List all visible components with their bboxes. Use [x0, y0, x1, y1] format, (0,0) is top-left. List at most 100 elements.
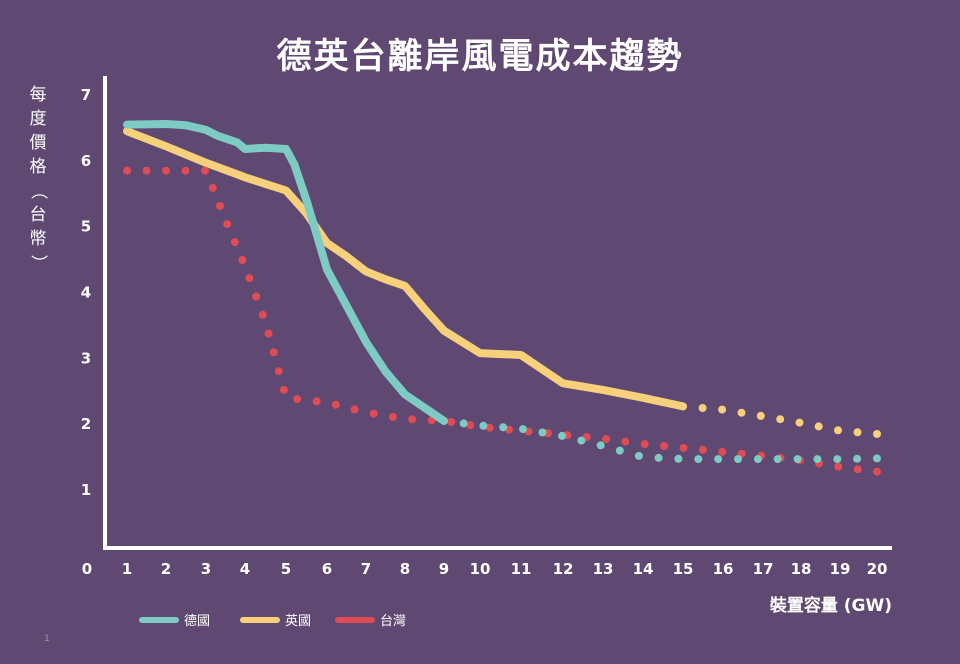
projection-dot-taiwan — [369, 409, 378, 418]
x-tick-label: 6 — [322, 560, 332, 578]
projection-dot-taiwan — [331, 400, 340, 409]
projection-dot-germany — [714, 455, 723, 464]
projection-dot-germany — [519, 425, 527, 434]
chart-title: 德英台離岸風電成本趨勢 — [276, 37, 683, 77]
x-tick-label: 9 — [439, 560, 449, 578]
x-axis-label: 裝置容量 (GW) — [769, 595, 892, 616]
projection-dot-germany — [499, 423, 508, 432]
legend-label-germany: 德國 — [184, 614, 210, 629]
y-tick-label: 1 — [81, 481, 91, 499]
x-tick-label: 8 — [400, 560, 410, 578]
projection-dot-taiwan — [274, 367, 283, 376]
legend-label-uk: 英國 — [285, 614, 311, 629]
projection-dot-taiwan — [679, 443, 688, 452]
x-tick-label: 11 — [511, 560, 532, 578]
x-tick-label: 16 — [713, 560, 734, 578]
series-germany — [123, 120, 881, 464]
projection-dot-taiwan — [162, 166, 170, 175]
projection-dot-germany — [734, 455, 742, 464]
y-tick-label: 6 — [81, 152, 91, 170]
x-tick-label: 20 — [867, 560, 888, 578]
x-tick-labels: 0 1 2 3 4 5 6 7 8 9 10 11 12 13 14 15 16 17 18 19 20 — [82, 560, 888, 578]
projection-dot-taiwan — [181, 166, 190, 175]
projection-dot-taiwan — [201, 166, 209, 175]
projection-dot-taiwan — [853, 465, 862, 474]
projection-dot-taiwan — [230, 238, 239, 247]
y-tick-label: 4 — [81, 284, 91, 302]
projection-dot-taiwan — [312, 397, 321, 406]
y-title-char: 度 — [30, 109, 47, 129]
projection-dot-uk — [737, 408, 746, 417]
x-tick-label: 3 — [201, 560, 211, 578]
projection-dot-uk — [873, 430, 881, 438]
legend: 德國 英國 台灣 — [139, 614, 406, 629]
projection-dot-taiwan — [718, 447, 727, 456]
projection-dot-germany — [538, 428, 547, 437]
projection-dot-germany — [558, 431, 567, 440]
projection-dot-taiwan — [485, 423, 494, 432]
y-tick-label: 2 — [81, 415, 91, 433]
projection-dot-taiwan — [293, 395, 302, 404]
series-layer — [123, 120, 881, 476]
projection-dot-taiwan — [834, 462, 843, 471]
projection-dot-taiwan — [245, 274, 254, 283]
y-title-char: 價 — [30, 133, 47, 153]
x-tick-label: 0 — [82, 560, 92, 578]
projection-dot-uk — [698, 404, 707, 412]
projection-dot-taiwan — [602, 435, 611, 444]
projection-dot-germany — [694, 455, 703, 464]
y-title-char: 每 — [30, 85, 47, 105]
projection-dot-uk — [756, 411, 765, 420]
projection-dot-taiwan — [388, 412, 397, 421]
projection-dot-uk — [718, 405, 727, 414]
page-number: 1 — [44, 634, 50, 644]
y-tick-labels: 1 2 3 4 5 6 7 — [81, 86, 91, 499]
projection-dot-germany — [459, 419, 468, 428]
y-tick-label: 7 — [81, 86, 91, 104]
series-taiwan — [123, 166, 881, 476]
projection-dot-uk — [814, 422, 823, 431]
projection-dot-germany — [596, 441, 605, 450]
line-germany — [123, 120, 448, 425]
series-uk — [123, 127, 881, 438]
projection-dot-germany — [615, 446, 624, 455]
projection-dot-taiwan — [447, 418, 456, 426]
projection-dot-taiwan — [698, 445, 707, 454]
projection-dot-uk — [834, 426, 842, 435]
x-tick-label: 13 — [593, 560, 614, 578]
x-tick-label: 10 — [470, 560, 491, 578]
y-tick-label: 3 — [81, 349, 91, 367]
projection-dot-germany — [853, 454, 862, 463]
x-tick-label: 14 — [633, 560, 654, 578]
x-tick-label: 2 — [161, 560, 171, 578]
projection-dot-taiwan — [208, 183, 217, 192]
projection-dot-germany — [873, 454, 881, 463]
x-tick-label: 12 — [553, 560, 574, 578]
projection-dot-taiwan — [123, 166, 131, 175]
projection-dot-germany — [654, 453, 663, 462]
x-tick-label: 7 — [361, 560, 371, 578]
projection-dot-uk — [853, 428, 862, 437]
projection-dot-germany — [813, 455, 822, 464]
legend-label-taiwan: 台灣 — [380, 614, 406, 629]
y-title-char: ） — [28, 255, 48, 272]
x-tick-label: 19 — [830, 560, 851, 578]
projection-dot-germany — [833, 455, 842, 464]
x-tick-label: 17 — [753, 560, 774, 578]
projection-dot-taiwan — [279, 385, 288, 394]
projection-dot-taiwan — [660, 442, 669, 450]
projection-dot-taiwan — [216, 202, 224, 210]
x-tick-label: 18 — [791, 560, 812, 578]
projection-dot-germany — [479, 421, 488, 430]
y-title-char: 台 — [30, 205, 47, 225]
projection-dot-uk — [795, 418, 804, 427]
projection-dot-taiwan — [873, 467, 881, 476]
projection-dot-taiwan — [350, 405, 359, 414]
projection-dot-taiwan — [466, 421, 475, 430]
line-uk — [123, 127, 687, 411]
projection-dot-germany — [753, 455, 762, 464]
projection-dot-taiwan — [408, 415, 417, 424]
projection-dot-germany — [674, 454, 683, 463]
